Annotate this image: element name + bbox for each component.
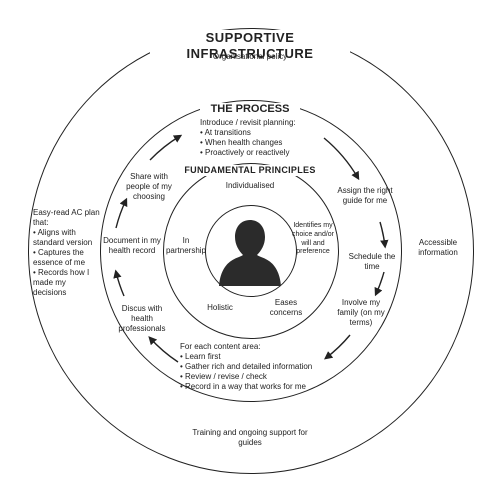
principle-holistic: Holistic [200,303,240,313]
outer-left-title: Easy-read AC plan that: [33,208,100,227]
process-content-bullets: Learn first Gather rich and detailed inf… [180,352,330,392]
content-b1: Learn first [180,352,330,362]
title-principles: FUNDAMENTAL PRINCIPLES [175,165,325,176]
process-intro: Introduce / revisit planning: At transit… [200,118,320,158]
content-b4: Record in a way that works for me [180,382,330,392]
outer-bottom: Training and ongoing support for guides [190,428,310,448]
principle-individualised: Individualised [222,181,278,191]
intro-b3: Proactively or reactively [200,148,320,158]
intro-b2: When health changes [200,138,320,148]
step-assign: Assign the right guide for me [337,186,393,206]
outer-left-bullets: Aligns with standard version Captures th… [33,228,101,298]
outer-left-b3: Records how I made my decisions [33,268,101,298]
content-b3: Review / revise / check [180,372,330,382]
principle-partnership: In partnership [164,236,208,256]
principle-eases: Eases concerns [263,298,309,318]
step-involve: Involve my family (on my terms) [332,298,390,328]
content-b2: Gather rich and detailed information [180,362,330,372]
step-discuss: Discus with health professionals [112,304,172,334]
step-document: Document in my health record [103,236,161,256]
diagram-stage: SUPPORTIVE INFRASTRUCTURE THE PROCESS FU… [0,0,500,500]
process-content-title: For each content area: [180,342,261,351]
outer-left-block: Easy-read AC plan that: Aligns with stan… [33,208,101,298]
outer-top: Organisational policy [190,52,310,62]
outer-left-b2: Captures the essence of me [33,248,101,268]
outer-left-b1: Aligns with standard version [33,228,101,248]
process-intro-title: Introduce / revisit planning: [200,118,296,127]
process-content: For each content area: Learn first Gathe… [180,342,330,392]
step-schedule: Schedule the time [347,252,397,272]
process-intro-bullets: At transitions When health changes Proac… [200,128,320,158]
person-silhouette-icon [219,214,281,286]
principle-identifies: Identifies my choice and/or will and pre… [290,222,336,257]
outer-right: Accessible information [408,238,468,258]
intro-b1: At transitions [200,128,320,138]
step-share: Share with people of my choosing [118,172,180,202]
title-process: THE PROCESS [200,103,300,117]
